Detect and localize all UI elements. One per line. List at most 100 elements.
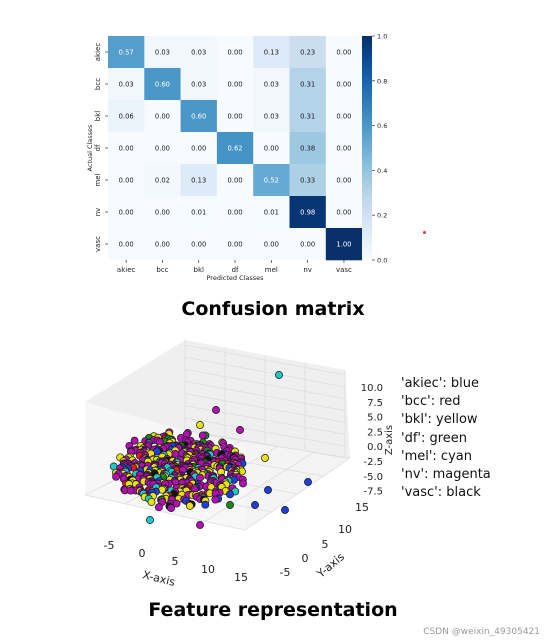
heatmap-cell — [216, 196, 254, 229]
grid-line — [184, 381, 346, 411]
stray-dot — [423, 231, 426, 234]
colorbar-tick-label: 0.4 — [377, 167, 387, 175]
heatmap-cell-value: 0.00 — [336, 113, 351, 121]
scatter-point — [261, 454, 269, 462]
heatmap-cell-value: 0.60 — [191, 113, 206, 121]
heatmap-cell-value: 0.23 — [300, 49, 315, 57]
heatmap-cell-value: 0.00 — [336, 81, 351, 89]
heatmap-cell-value: 0.00 — [336, 49, 351, 57]
watermark: CSDN @weixin_49305421 — [423, 627, 540, 637]
heatmap-cell — [289, 228, 327, 261]
x-tick-label: vasc — [336, 266, 352, 274]
heatmap-cell-value: 0.00 — [191, 241, 206, 249]
heatmap-cell — [325, 164, 363, 197]
scatter-point — [201, 500, 210, 509]
heatmap-cell-value: 0.52 — [264, 177, 279, 185]
y-tick-label: bcc — [94, 78, 102, 90]
heatmap-cell — [180, 196, 218, 229]
y-axis-title: Y-axis — [314, 550, 347, 581]
heatmap-cell-value: 0.00 — [336, 145, 351, 153]
heatmap-cell — [253, 100, 290, 133]
heatmap-cell — [216, 132, 254, 165]
scatter-point — [236, 426, 244, 434]
heatmap-cell — [325, 196, 363, 229]
z-tick-label: 7.5 — [367, 398, 383, 409]
x-tick-label: 0 — [139, 547, 146, 560]
colorbar-tick-label: 0.2 — [377, 212, 387, 220]
x-tick-label: bkl — [194, 266, 204, 274]
heatmap-cell-value: 0.62 — [227, 145, 242, 153]
scatter-point — [198, 431, 207, 440]
x-axis-title: Predicted Classes — [207, 274, 265, 282]
heatmap-cell — [325, 228, 363, 261]
legend-entry-bkl: 'bkl': yellow — [401, 412, 478, 428]
z-tick-label: 0.0 — [367, 442, 383, 453]
heatmap-cell-value: 0.01 — [191, 209, 206, 217]
heatmap-cell — [108, 132, 145, 165]
heatmap-cell — [216, 100, 254, 133]
x-tick-label: -5 — [104, 539, 115, 552]
heatmap-cell — [289, 164, 327, 197]
heatmap-cell — [253, 196, 290, 229]
heatmap-cell-value: 0.00 — [264, 145, 279, 153]
x-tick-label: 10 — [201, 563, 215, 576]
x-axis-title: X-axis — [141, 568, 176, 589]
heatmap-cell — [253, 132, 290, 165]
grid-line — [184, 405, 346, 435]
heatmap-cell — [108, 164, 145, 197]
heatmap-cell-value: 0.00 — [155, 145, 170, 153]
scatter-point — [211, 495, 220, 504]
heatmap-cell-value: 1.00 — [336, 241, 351, 249]
heatmap-cell — [108, 36, 145, 69]
heatmap-cell — [108, 100, 145, 133]
heatmap-cell — [144, 68, 181, 101]
x-tick-label: nv — [303, 266, 312, 274]
heatmap-cell — [253, 36, 290, 69]
class-color-legend: 'akiec': blue 'bcc': red 'bkl': yellow '… — [401, 375, 491, 502]
z-tick-label: -5.0 — [363, 472, 383, 483]
heatmap-cell-value: 0.00 — [227, 81, 242, 89]
y-tick-label: 0 — [302, 552, 309, 565]
colorbar-tick-label: 0.8 — [377, 77, 387, 85]
heatmap-cell-value: 0.01 — [264, 209, 279, 217]
z-tick-label: 10.0 — [361, 383, 383, 394]
confusion-matrix-chart: 0.57 0.03 0.03 0.00 0.13 0.23 0.00 0.03 0.60 0.03… — [86, 33, 387, 283]
heatmap-cell-value: 0.00 — [336, 177, 351, 185]
y-tick-label: 15 — [355, 501, 369, 514]
heatmap-cell-value: 0.13 — [191, 177, 206, 185]
heatmap-cell-value: 0.00 — [155, 241, 170, 249]
heatmap-cell — [180, 36, 218, 69]
y-tick-label: -5 — [280, 566, 291, 579]
heatmap-cell-value: 0.00 — [119, 209, 134, 217]
heatmap-cell — [180, 132, 218, 165]
heatmap-cell — [325, 132, 363, 165]
heatmap-cell — [180, 100, 218, 133]
heatmap-cell-value: 0.00 — [227, 241, 242, 249]
confusion-matrix-caption: Confusion matrix — [181, 298, 365, 320]
heatmap-cell-value: 0.00 — [227, 177, 242, 185]
heatmap-cell-value: 0.00 — [336, 209, 351, 217]
scatter-point — [185, 501, 194, 510]
heatmap-cell — [144, 164, 181, 197]
y-tick-label: akiec — [94, 43, 102, 62]
heatmap-cell — [108, 196, 145, 229]
scatter-point — [196, 521, 204, 529]
z-axis-title: Z-axis — [384, 425, 395, 455]
grid-line — [184, 344, 346, 376]
heatmap-cell-value: 0.03 — [264, 81, 279, 89]
legend-entry-vasc: 'vasc': black — [401, 485, 481, 501]
heatmap-cell — [216, 36, 254, 69]
z-tick-label: -2.5 — [363, 457, 383, 468]
heatmap-cell-value: 0.03 — [191, 49, 206, 57]
y-axis-title: Actual Classes — [86, 124, 94, 172]
grid-line — [184, 356, 346, 388]
heatmap-cell-value: 0.00 — [264, 241, 279, 249]
heatmap-cell-value: 0.38 — [300, 145, 315, 153]
scatter-point — [154, 503, 163, 512]
heatmap-cell-value: 0.57 — [119, 49, 134, 57]
heatmap-cell — [180, 228, 218, 261]
scatter-point — [239, 479, 247, 488]
scatter-point — [146, 516, 154, 524]
heatmap-cell — [325, 36, 363, 69]
heatmap-cell-value: 0.00 — [227, 113, 242, 121]
